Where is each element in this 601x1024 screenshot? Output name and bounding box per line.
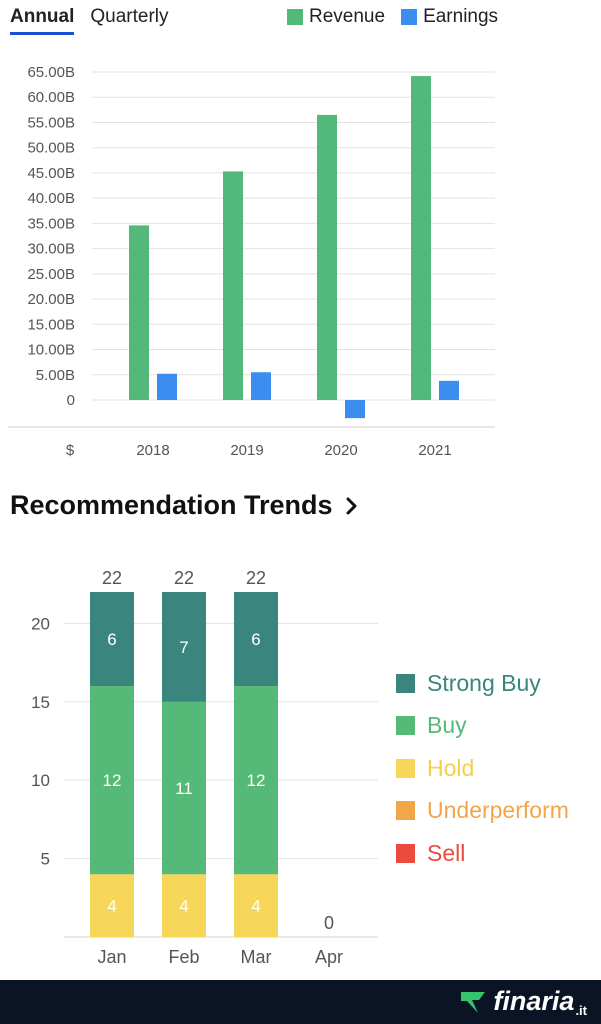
y-axis-unit-label: $ <box>66 442 75 459</box>
legend-label-buy: Buy <box>427 712 467 739</box>
y-tick-label: 5 <box>41 850 50 869</box>
y-tick-label: 50.00B <box>27 140 75 157</box>
brand-name: finaria <box>493 986 575 1016</box>
y-tick-label: 0 <box>67 392 75 409</box>
segment-value-label: 4 <box>179 897 188 916</box>
x-tick-label: Jan <box>97 947 126 967</box>
hold-swatch <box>396 758 415 778</box>
y-tick-label: 60.00B <box>27 89 75 106</box>
y-tick-label: 15.00B <box>27 316 75 333</box>
x-tick-label: 2021 <box>418 442 451 459</box>
segment-value-label: 4 <box>107 897 116 916</box>
legend-label-sell: Sell <box>427 839 466 866</box>
strong-buy-segment <box>162 592 206 702</box>
segment-value-label: 6 <box>251 630 260 649</box>
segment-value-label: 7 <box>179 638 188 657</box>
finaria-logo-icon <box>461 991 486 1013</box>
y-tick-label: 10.00B <box>27 342 75 359</box>
x-tick-label: Feb <box>168 947 199 967</box>
y-tick-label: 10 <box>31 771 50 790</box>
revenue-bar <box>223 171 243 400</box>
x-tick-label: 2019 <box>230 442 263 459</box>
legend-item-underperform[interactable]: Underperform <box>396 790 569 833</box>
y-tick-label: 20 <box>31 614 50 633</box>
buy-segment <box>234 686 278 875</box>
financials-chart: 0 5.00B 10.00B 15.00B 20.00B 25.00B 30.00B 35.0… <box>8 64 495 459</box>
y-tick-label: 45.00B <box>27 165 75 182</box>
legend-item-hold[interactable]: Hold <box>396 747 569 790</box>
total-label: 22 <box>174 568 194 588</box>
y-tick-label: 5.00B <box>36 367 75 384</box>
y-tick-label: 65.00B <box>27 64 75 81</box>
strong-buy-segment <box>234 592 278 687</box>
segment-value-label: 12 <box>247 771 266 790</box>
segment-value-label: 4 <box>251 897 260 916</box>
chevron-right-icon <box>346 497 357 514</box>
tab-annual[interactable]: Annual <box>10 6 75 35</box>
legend-item-revenue[interactable]: Revenue <box>287 6 385 28</box>
x-tick-label: 2020 <box>324 442 357 459</box>
legend-item-strong-buy[interactable]: Strong Buy <box>396 662 569 705</box>
segment-value-label: 11 <box>175 779 193 798</box>
x-tick-label: Apr <box>315 947 343 967</box>
buy-segment <box>162 701 206 875</box>
sell-swatch <box>396 843 415 863</box>
earnings-bar <box>439 380 459 400</box>
section-title: Recommendation Trends <box>10 490 333 520</box>
earnings-bar <box>251 372 271 400</box>
segment-value-label: 6 <box>107 630 116 649</box>
revenue-bar <box>129 225 149 400</box>
revenue-bar <box>411 76 431 400</box>
recommendation-chart: 5 10 15 20 4 12 6 22 Jan 4 11 7 22 Feb 4 12 6 22 Mar 0 Apr <box>31 568 378 967</box>
y-tick-label: 20.00B <box>27 291 75 308</box>
hold-segment <box>162 874 206 937</box>
segment-value-label: 12 <box>103 771 122 790</box>
underperform-swatch <box>396 801 415 821</box>
footer-bar: finaria.it <box>0 980 601 1024</box>
total-label: 22 <box>246 568 266 588</box>
earnings-bar <box>157 373 177 400</box>
earnings-swatch <box>401 9 418 25</box>
legend-item-sell[interactable]: Sell <box>396 832 569 875</box>
y-tick-label: 40.00B <box>27 190 75 207</box>
x-tick-label: Mar <box>241 947 272 967</box>
earnings-bar <box>345 400 365 419</box>
brand-logo[interactable]: finaria.it <box>459 986 587 1018</box>
legend-label-hold: Hold <box>427 754 475 781</box>
recommendation-trends-link[interactable]: Recommendation Trends <box>10 490 359 521</box>
strong-buy-swatch <box>396 673 415 693</box>
recommendation-legend: Strong Buy Buy Hold Underperform Sell <box>396 662 569 875</box>
x-tick-label: 2018 <box>136 442 169 459</box>
period-tabs: Annual Quarterly <box>10 6 169 35</box>
financials-legend: Revenue Earnings <box>287 6 498 28</box>
buy-segment <box>90 686 134 875</box>
y-tick-label: 25.00B <box>27 266 75 283</box>
strong-buy-segment <box>90 592 134 687</box>
legend-label-strong-buy: Strong Buy <box>427 669 541 696</box>
total-label: 22 <box>102 568 122 588</box>
total-label: 0 <box>324 913 334 933</box>
y-tick-label: 55.00B <box>27 114 75 131</box>
y-tick-label: 35.00B <box>27 215 75 232</box>
hold-segment <box>234 874 278 937</box>
legend-item-buy[interactable]: Buy <box>396 705 569 748</box>
hold-segment <box>90 874 134 937</box>
buy-swatch <box>396 716 415 736</box>
legend-label-revenue: Revenue <box>309 6 386 27</box>
tab-quarterly[interactable]: Quarterly <box>90 6 169 27</box>
y-tick-label: 30.00B <box>27 241 75 258</box>
y-tick-label: 15 <box>31 693 50 712</box>
legend-label-earnings: Earnings <box>423 6 499 27</box>
revenue-bar <box>317 114 337 401</box>
legend-item-earnings[interactable]: Earnings <box>401 6 498 28</box>
revenue-swatch <box>287 9 303 25</box>
brand-suffix: .it <box>575 1003 587 1018</box>
legend-label-underperform: Underperform <box>427 797 569 824</box>
